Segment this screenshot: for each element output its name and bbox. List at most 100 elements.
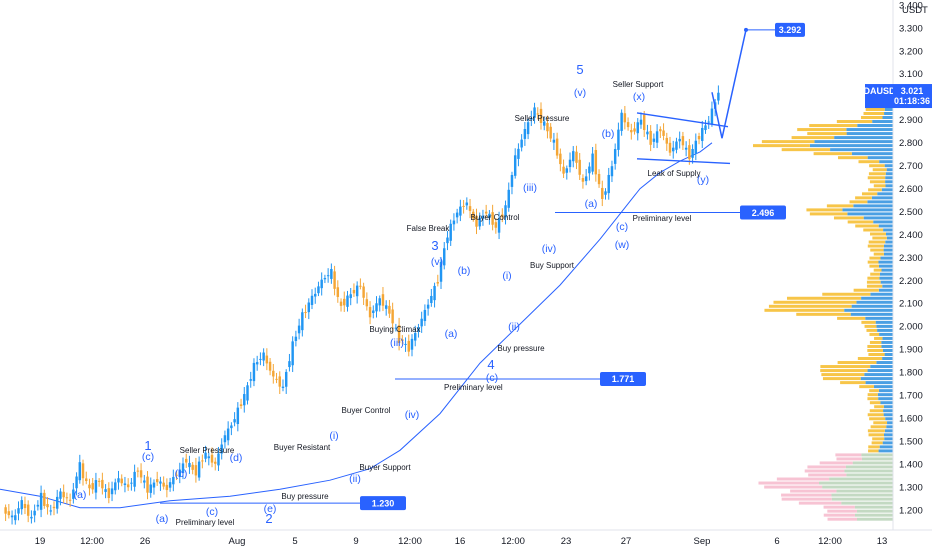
vp-bar — [866, 284, 883, 288]
candle — [420, 318, 423, 327]
candle — [317, 286, 320, 294]
vp-bar — [882, 348, 893, 352]
candles — [4, 85, 720, 525]
vp-bar — [880, 280, 893, 284]
candle — [343, 298, 346, 306]
candle — [572, 151, 575, 162]
candle — [436, 282, 440, 284]
candle — [433, 285, 436, 301]
vp-bar — [758, 481, 820, 485]
candle — [455, 212, 459, 218]
candle — [152, 482, 156, 488]
annotation-24: (b) — [458, 265, 471, 277]
candle — [226, 428, 230, 441]
candle — [649, 130, 652, 145]
candle — [14, 515, 17, 521]
ytick-2.200: 2.200 — [899, 276, 923, 287]
candle — [626, 122, 630, 128]
vp-bar — [835, 453, 862, 457]
candle — [362, 286, 365, 298]
ytick-1.300: 1.300 — [899, 482, 923, 493]
price-axis[interactable]: 3.4003.3003.2003.1003.0002.9002.8002.700… — [857, 0, 932, 530]
candle — [478, 217, 481, 227]
candle — [323, 278, 327, 280]
vp-bar — [861, 192, 878, 196]
ytick-2.600: 2.600 — [899, 184, 923, 195]
vp-bar — [869, 409, 884, 413]
vp-bar — [846, 132, 893, 136]
candle — [678, 138, 681, 142]
ytick-1.400: 1.400 — [899, 459, 923, 470]
vp-bar — [867, 369, 893, 373]
candle — [265, 355, 269, 364]
candle — [381, 294, 385, 306]
vp-bar — [873, 220, 893, 224]
vp-bar — [882, 357, 893, 361]
vp-bar — [833, 216, 864, 220]
xtick-9: 23 — [561, 536, 572, 547]
vp-bar — [820, 365, 871, 369]
candle — [355, 285, 359, 297]
annotation-26: 4 — [487, 357, 494, 372]
annotation-16: Buyer Control — [342, 406, 391, 415]
vp-bar — [761, 140, 815, 144]
candle — [642, 114, 646, 131]
vp-bar — [866, 280, 881, 284]
candle — [559, 153, 562, 165]
vp-bar — [797, 128, 847, 132]
candle — [388, 305, 391, 314]
vp-bar — [809, 144, 893, 148]
candle — [78, 462, 82, 481]
candle — [20, 500, 23, 510]
vp-bar — [865, 107, 885, 111]
candle — [546, 122, 549, 132]
annotation-6: (d) — [230, 452, 243, 464]
candle — [349, 294, 352, 299]
candle — [688, 145, 691, 160]
annotation-8: 2 — [265, 511, 272, 526]
annotation-46: (y) — [697, 174, 709, 186]
vp-bar — [857, 357, 883, 361]
vp-bar — [807, 132, 847, 136]
candle — [620, 112, 623, 131]
candle — [404, 343, 407, 345]
annotation-31: Buyer Control — [471, 213, 520, 222]
vp-bar — [881, 188, 893, 192]
ytick-3.400: 3.400 — [899, 0, 923, 11]
annotation-38: (b) — [602, 128, 615, 140]
vp-bar — [837, 361, 877, 365]
candle — [417, 327, 420, 332]
candle — [588, 166, 591, 174]
candle — [197, 461, 201, 478]
candle — [181, 463, 185, 474]
vp-bar — [827, 517, 857, 521]
pattern-lines — [636, 27, 775, 165]
vp-bar — [885, 176, 893, 180]
vp-bar — [875, 320, 893, 324]
vp-bar — [855, 196, 872, 200]
time-axis[interactable]: 19 12:00 26 Aug 5 9 12:00 16 12:00 23 27 Sep 6 12:00 1… — [0, 529, 932, 547]
ytick-2.400: 2.400 — [899, 230, 923, 241]
vp-bar — [867, 397, 879, 401]
xtick-7: 16 — [455, 536, 466, 547]
candle — [472, 211, 475, 219]
candle — [401, 339, 404, 341]
candle — [233, 419, 236, 423]
candle — [365, 299, 369, 307]
vp-bar — [880, 256, 893, 260]
vp-bar — [868, 188, 882, 192]
current-price-tag — [893, 84, 932, 109]
candle — [17, 508, 20, 514]
vp-bar — [764, 308, 845, 312]
candle — [517, 148, 520, 159]
vp-bar — [834, 136, 893, 140]
candle — [72, 489, 75, 499]
xtick-4: 5 — [292, 536, 297, 547]
xtick-0: 19 — [35, 536, 46, 547]
vp-bar — [877, 328, 893, 332]
vp-bar — [808, 473, 847, 477]
candle — [707, 121, 710, 123]
candle — [375, 303, 378, 312]
vp-bar — [869, 264, 879, 268]
